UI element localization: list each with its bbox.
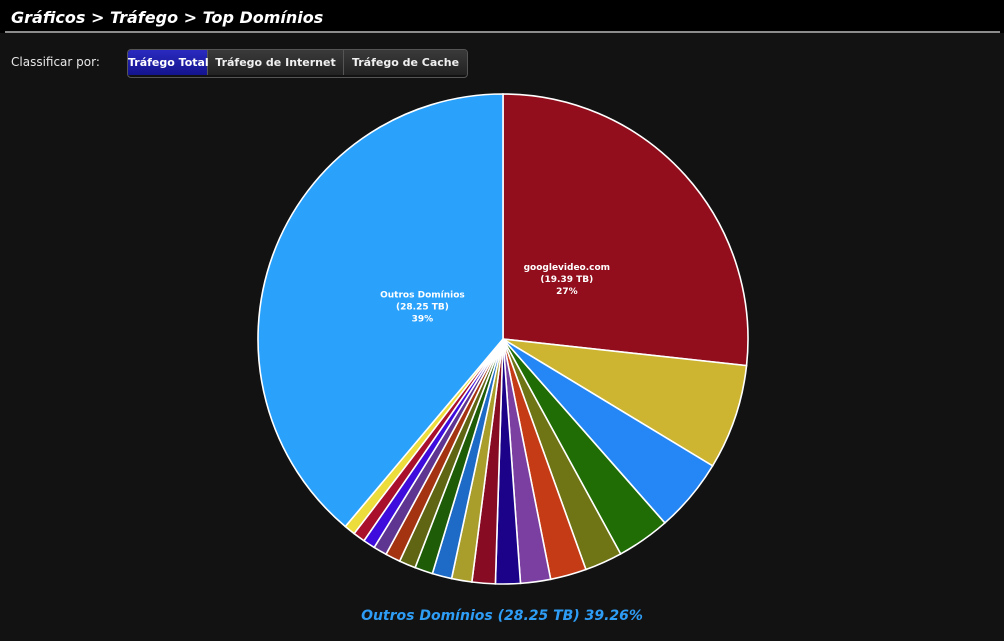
sort-button-group: Tráfego Total Tráfego de Internet Tráfeg…	[127, 49, 468, 78]
pie-slice-label-18: Outros Domínios (28.25 TB) 39%	[380, 291, 465, 325]
pie-slice-0[interactable]	[502, 93, 749, 367]
pie-slice-label-0: googlevideo.com (19.39 TB) 27%	[524, 263, 610, 297]
pie-slice-18[interactable]	[257, 93, 504, 528]
sort-cache-traffic-button[interactable]: Tráfego de Cache	[344, 50, 467, 75]
title-divider	[5, 31, 1000, 33]
sort-total-traffic-button[interactable]: Tráfego Total	[128, 50, 209, 75]
page-title: Gráficos > Tráfego > Top Domínios	[11, 8, 324, 27]
title-bar: Gráficos > Tráfego > Top Domínios	[0, 0, 1004, 33]
sort-internet-traffic-button[interactable]: Tráfego de Internet	[208, 50, 344, 75]
sort-label: Classificar por:	[11, 55, 100, 69]
pie-slice-1[interactable]	[502, 338, 748, 467]
hovered-slice-caption: Outros Domínios (28.25 TB) 39.26%	[361, 608, 643, 624]
